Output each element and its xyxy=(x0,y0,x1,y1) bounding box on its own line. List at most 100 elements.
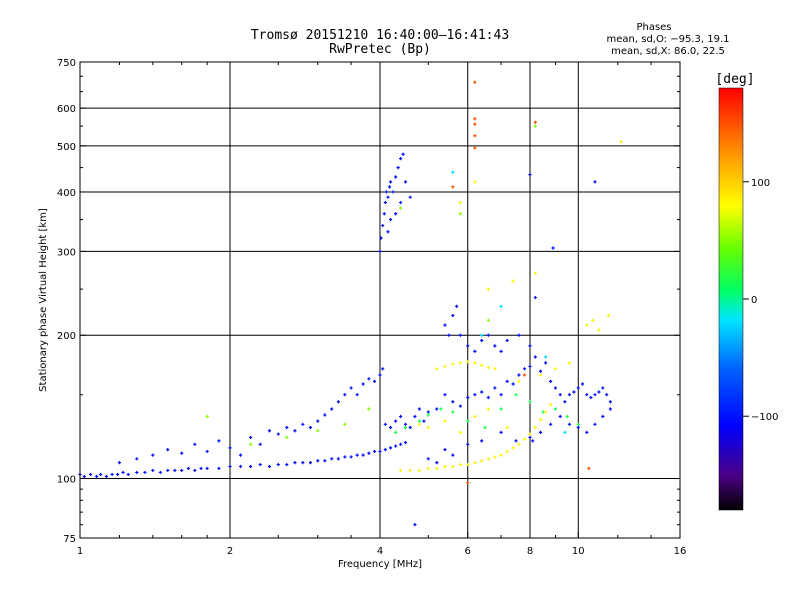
data-point xyxy=(104,474,109,479)
data-point xyxy=(110,472,114,477)
data-point xyxy=(388,217,393,222)
data-point xyxy=(486,366,490,370)
data-point xyxy=(193,442,197,446)
data-point xyxy=(499,349,503,353)
y-axis-ticks: 75 100 200 300 400 500 600 750 xyxy=(57,58,680,545)
data-point xyxy=(186,466,190,471)
data-point xyxy=(228,446,232,450)
data-point xyxy=(608,400,613,404)
data-point xyxy=(126,472,130,477)
y-tick-label: 300 xyxy=(57,247,76,258)
data-point xyxy=(384,190,388,194)
data-point xyxy=(486,395,490,400)
data-point xyxy=(567,361,572,365)
data-point xyxy=(544,361,548,365)
data-point xyxy=(533,120,537,124)
data-point xyxy=(301,422,305,426)
data-point xyxy=(499,430,503,434)
data-point xyxy=(372,379,377,383)
y-tick-label: 750 xyxy=(57,58,76,69)
data-point xyxy=(553,386,558,390)
data-point xyxy=(514,393,518,397)
data-point xyxy=(585,430,589,434)
data-point xyxy=(258,442,262,446)
data-point xyxy=(396,166,400,170)
x-tick-label: 10 xyxy=(572,546,585,557)
data-point xyxy=(533,124,537,128)
data-point xyxy=(451,464,455,469)
data-point xyxy=(593,422,597,426)
data-point xyxy=(522,373,527,377)
data-point xyxy=(388,180,393,184)
data-point xyxy=(343,455,347,459)
data-point xyxy=(285,425,289,430)
data-point xyxy=(553,407,558,411)
colorbar xyxy=(718,87,744,511)
data-point xyxy=(605,393,609,397)
data-point xyxy=(99,472,103,477)
data-point xyxy=(394,212,398,216)
data-point xyxy=(330,457,334,461)
data-point xyxy=(451,362,455,366)
data-point xyxy=(458,361,463,365)
data-point xyxy=(451,400,455,404)
data-point xyxy=(388,446,393,450)
data-point xyxy=(505,449,509,454)
colorbar-tick-label: 0 xyxy=(751,295,757,306)
data-point xyxy=(473,180,477,184)
data-point xyxy=(533,271,537,275)
data-point xyxy=(403,180,408,184)
data-point xyxy=(499,393,503,397)
data-point xyxy=(88,472,93,477)
data-point xyxy=(533,425,537,430)
data-point xyxy=(417,422,422,426)
data-point xyxy=(563,400,567,404)
x-tick-label: 4 xyxy=(377,546,383,557)
chart-subtitle: RwPretec (Bp) xyxy=(329,42,431,57)
data-point xyxy=(493,455,497,459)
data-point xyxy=(589,395,593,400)
data-point xyxy=(473,414,477,419)
data-point xyxy=(367,451,371,455)
data-point xyxy=(493,367,497,371)
data-point xyxy=(173,468,177,473)
data-point xyxy=(473,393,477,397)
x-tick-label: 8 xyxy=(527,546,533,557)
data-point xyxy=(193,468,197,473)
data-point xyxy=(238,464,243,469)
y-tick-label: 500 xyxy=(57,142,76,153)
y-tick-label: 600 xyxy=(57,104,76,115)
data-point xyxy=(387,185,392,189)
data-point xyxy=(544,410,548,414)
data-point xyxy=(597,390,601,394)
data-point xyxy=(576,425,580,430)
data-point xyxy=(443,364,447,369)
data-point xyxy=(466,462,470,467)
data-point xyxy=(466,344,470,348)
data-point xyxy=(382,212,386,216)
data-point xyxy=(458,200,463,205)
data-point xyxy=(349,455,353,459)
data-point xyxy=(572,390,576,394)
data-point xyxy=(522,367,527,371)
data-point xyxy=(473,122,477,126)
data-point xyxy=(301,461,305,465)
data-point xyxy=(378,249,382,254)
data-point xyxy=(486,333,490,337)
data-point xyxy=(426,410,430,414)
data-point xyxy=(293,429,297,433)
data-point xyxy=(511,382,515,386)
data-point xyxy=(285,462,289,467)
data-point xyxy=(267,464,272,469)
data-point xyxy=(372,449,377,454)
data-point xyxy=(435,461,439,465)
data-point xyxy=(587,466,591,471)
data-point xyxy=(606,313,611,318)
data-point xyxy=(378,449,382,454)
colorbar-tick-label: −100 xyxy=(751,412,778,423)
data-point xyxy=(383,422,387,426)
data-point xyxy=(473,80,477,84)
data-point xyxy=(549,422,553,426)
data-point xyxy=(249,435,253,440)
data-point xyxy=(486,407,490,411)
